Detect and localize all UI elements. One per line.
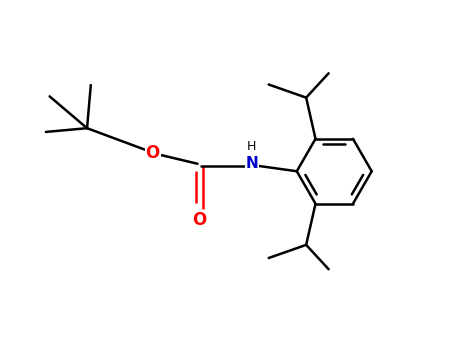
Text: H: H bbox=[247, 140, 257, 153]
Text: O: O bbox=[192, 211, 207, 229]
Text: N: N bbox=[245, 156, 258, 171]
Text: O: O bbox=[146, 144, 160, 162]
